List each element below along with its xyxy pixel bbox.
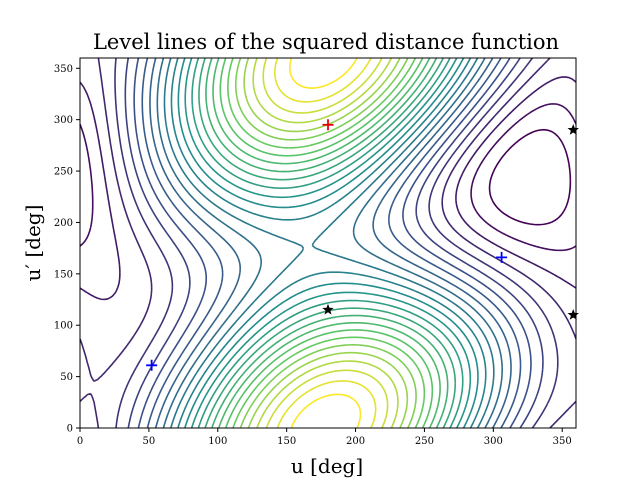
y-tick-label: 0 — [67, 424, 73, 435]
x-tick-label: 300 — [484, 436, 503, 447]
contour-level-9 — [149, 57, 512, 429]
y-tick-label: 300 — [54, 115, 73, 126]
x-tick-label: 350 — [553, 436, 572, 447]
contour-level-15 — [191, 57, 464, 429]
x-tick-label: 150 — [277, 436, 296, 447]
x-tick-label: 0 — [77, 436, 83, 447]
saddle-marker-4 — [567, 123, 579, 135]
contour-level-26 — [288, 57, 362, 429]
contour-level-24 — [262, 57, 389, 429]
y-tick-label: 150 — [54, 269, 73, 280]
x-tick-label: 50 — [143, 436, 156, 447]
chart-title: Level lines of the squared distance func… — [93, 30, 559, 54]
contour-level-7 — [133, 57, 532, 429]
contour-level-4 — [79, 57, 577, 429]
contour-level-20 — [227, 57, 426, 429]
contour-lines — [79, 57, 577, 429]
contour-level-21 — [234, 57, 417, 429]
contour-level-2 — [79, 103, 577, 252]
y-tick-label: 200 — [54, 218, 73, 229]
contour-level-6 — [124, 57, 544, 429]
maximum-marker-0 — [322, 119, 334, 131]
saddle-marker-5 — [567, 308, 579, 320]
y-axis-label: u′ [deg] — [21, 205, 45, 282]
contour-level-19 — [219, 57, 434, 429]
contour-level-12 — [170, 57, 487, 429]
y-axis-ticks: 0 50 100 150 200 250 300 350 — [54, 64, 80, 435]
y-tick-label: 350 — [54, 64, 73, 75]
minimum-marker-1 — [146, 359, 158, 371]
x-tick-label: 200 — [346, 436, 365, 447]
x-axis-label: u [deg] — [291, 454, 363, 478]
contour-level-23 — [252, 57, 399, 429]
contour-level-1 — [488, 128, 572, 226]
contour-level-5 — [114, 57, 559, 429]
contour-level-14 — [184, 57, 472, 429]
contour-level-13 — [177, 57, 479, 429]
saddle-marker-3 — [322, 303, 334, 315]
y-tick-label: 250 — [54, 167, 73, 178]
x-tick-label: 250 — [415, 436, 434, 447]
contour-level-10 — [156, 57, 503, 429]
critical-point-markers — [146, 119, 579, 371]
contour-level-22 — [243, 57, 409, 429]
contour-level-11 — [163, 57, 495, 429]
contour-level-17 — [205, 57, 449, 429]
contour-level-3 — [79, 76, 577, 301]
y-tick-label: 100 — [54, 321, 73, 332]
x-tick-label: 100 — [208, 436, 227, 447]
plot-frame — [79, 57, 577, 429]
minimum-marker-2 — [496, 251, 508, 263]
contour-level-18 — [212, 57, 441, 429]
y-tick-label: 50 — [60, 372, 73, 383]
contour-level-25 — [274, 57, 377, 429]
x-axis-ticks: 0 50 100 150 200 250 300 350 — [77, 428, 572, 447]
contour-level-8 — [141, 57, 522, 429]
